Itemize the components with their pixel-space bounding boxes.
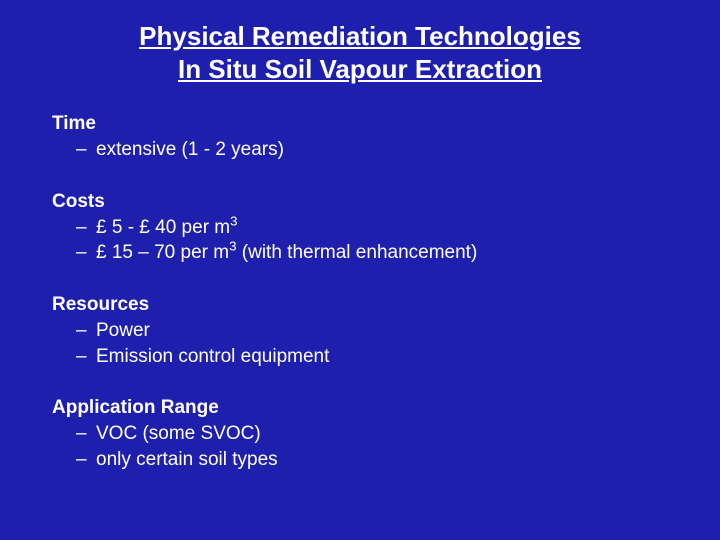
bullet-list: Power Emission control equipment [52,318,668,369]
list-item: only certain soil types [96,447,668,473]
item-text: £ 5 - £ 40 per m [96,217,230,238]
list-item: extensive (1 - 2 years) [96,137,668,163]
item-text: £ 15 – 70 per m [96,242,229,263]
item-text: VOC (some SVOC) [96,423,261,444]
item-text: extensive (1 - 2 years) [96,139,284,160]
item-text: only certain soil types [96,449,278,470]
list-item: VOC (some SVOC) [96,421,668,447]
list-item: £ 5 - £ 40 per m3 [96,215,668,241]
bullet-list: £ 5 - £ 40 per m3£ 15 – 70 per m3 (with … [52,215,668,266]
list-item: Emission control equipment [96,344,668,370]
section-heading: Application Range [52,397,668,419]
list-item: £ 15 – 70 per m3 (with thermal enhanceme… [96,240,668,266]
section: Costs£ 5 - £ 40 per m3£ 15 – 70 per m3 (… [52,191,668,266]
section: Resources Power Emission control equipment [52,294,668,369]
section-heading: Time [52,113,668,135]
bullet-list: VOC (some SVOC) only certain soil types [52,421,668,472]
title-line-2: In Situ Soil Vapour Extraction [178,54,542,84]
slide-body: Timeextensive (1 - 2 years)Costs£ 5 - £ … [52,113,668,472]
title-line-1: Physical Remediation Technologies [139,21,581,51]
slide-title: Physical Remediation Technologies In Sit… [52,20,668,85]
superscript: 3 [229,239,236,254]
superscript: 3 [230,213,237,228]
bullet-list: extensive (1 - 2 years) [52,137,668,163]
section: Time extensive (1 - 2 years) [52,113,668,163]
section-heading: Resources [52,294,668,316]
section-heading: Costs [52,191,668,213]
item-text: Emission control equipment [96,346,329,367]
slide: Physical Remediation Technologies In Sit… [0,0,720,540]
item-text: Power [96,320,150,341]
section: Application Range VOC (some SVOC) only cer… [52,397,668,472]
item-suffix: (with thermal enhancement) [237,242,478,263]
list-item: Power [96,318,668,344]
